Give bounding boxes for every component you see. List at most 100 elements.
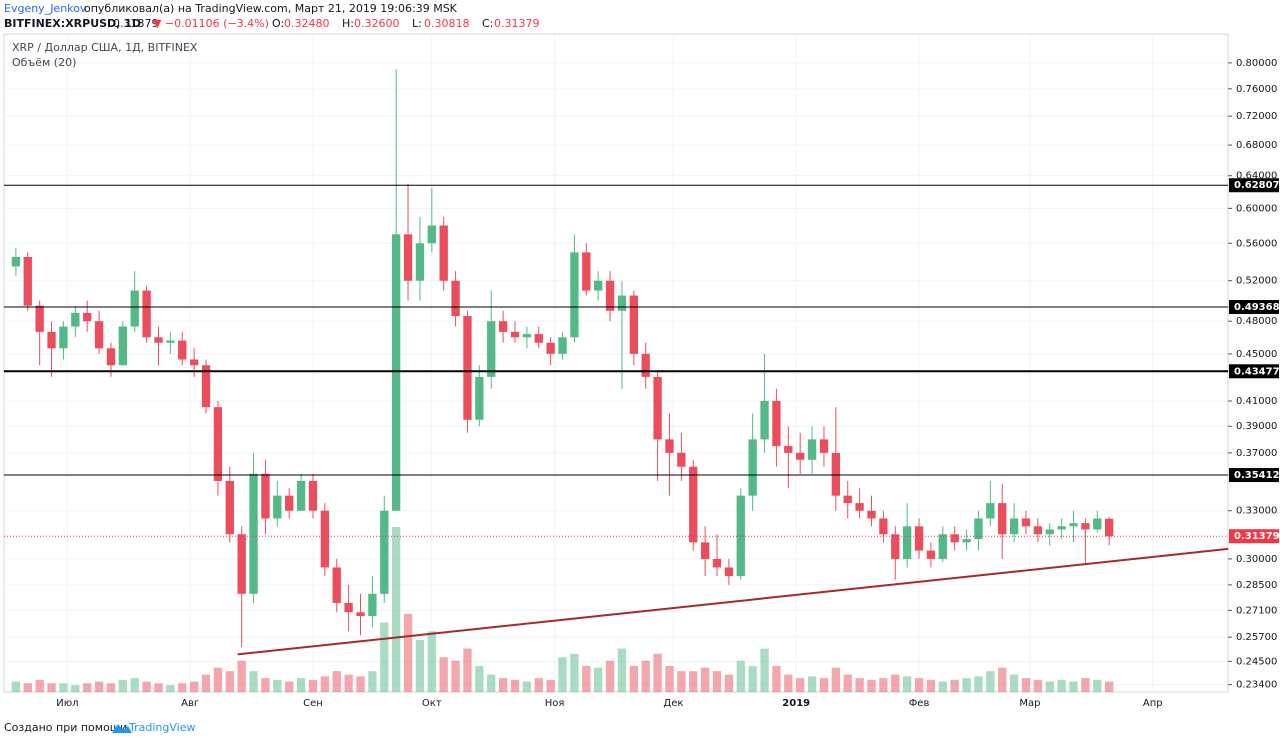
candle-body — [641, 353, 650, 377]
candle-body — [1057, 526, 1066, 530]
volume-bar — [415, 639, 425, 692]
candle-body — [605, 280, 615, 311]
candle-body — [130, 290, 139, 327]
y-tick-label: 0.64000 — [1236, 171, 1277, 182]
candle-body — [986, 503, 995, 519]
volume-bar — [522, 681, 532, 692]
candle-body — [1105, 518, 1114, 537]
candle-body — [332, 567, 341, 603]
y-tick-label: 0.37000 — [1236, 448, 1277, 459]
level-label-box — [1229, 364, 1279, 379]
volume-bar — [641, 660, 650, 692]
ohlc-value: 0.31379 — [494, 17, 540, 30]
y-tick-label: 0.56000 — [1236, 238, 1277, 249]
candle-body — [142, 290, 151, 338]
volume-bar — [605, 660, 615, 692]
candle-body — [391, 234, 401, 511]
level-label-box — [1229, 178, 1279, 193]
candle-body — [807, 439, 817, 460]
volume-bar — [142, 681, 151, 692]
x-tick-label: Ноя — [545, 698, 565, 709]
volume-bar — [807, 676, 817, 692]
volume-bar — [178, 683, 187, 692]
candle-body — [950, 534, 959, 543]
volume-bar — [891, 674, 900, 692]
candle-body — [451, 280, 460, 316]
volume-bar — [189, 681, 199, 692]
candle-body — [724, 567, 734, 577]
candle-body — [689, 466, 698, 543]
y-tick-label: 0.39000 — [1236, 421, 1277, 432]
candle-body — [237, 534, 246, 594]
author[interactable]: Evgeny_Jenkov — [4, 2, 87, 15]
candle-body — [380, 510, 389, 594]
volume-bar — [653, 653, 662, 692]
ohlc-key: H: — [342, 17, 354, 30]
candle-body — [1045, 529, 1054, 535]
candle-body — [796, 452, 805, 460]
volume-bar — [534, 678, 543, 692]
candle-body — [570, 252, 579, 338]
volume-bar — [498, 678, 508, 692]
candle-body — [914, 526, 924, 551]
volume-bar — [23, 683, 32, 692]
volume-bar — [617, 648, 627, 692]
candle-body — [665, 439, 674, 453]
volume-bar — [1057, 679, 1066, 692]
candle-body — [879, 518, 888, 535]
volume-bar — [902, 676, 912, 692]
volume-bar — [261, 678, 270, 692]
volume-bar — [772, 665, 781, 692]
volume-bar — [1033, 679, 1043, 692]
candle-body — [843, 495, 852, 504]
volume-bar — [47, 683, 56, 692]
volume-bar — [700, 667, 710, 692]
volume-bar — [11, 681, 21, 692]
y-tick-label: 0.23400 — [1236, 680, 1277, 691]
price: 0.31379 — [113, 17, 159, 30]
volume-bar — [320, 676, 330, 692]
candle-body — [522, 334, 532, 338]
y-tick-label: 0.41000 — [1236, 396, 1277, 407]
candle-body — [59, 326, 68, 349]
candle-body — [653, 376, 662, 440]
candle-body — [463, 315, 472, 420]
candle-body — [546, 342, 555, 354]
volume-bar — [677, 671, 686, 692]
candle-body — [1021, 518, 1031, 527]
candle-body — [189, 359, 199, 366]
candle-body — [629, 295, 638, 354]
x-tick-label: Авг — [181, 698, 199, 709]
candle-body — [23, 256, 32, 306]
y-tick-label: 0.28500 — [1236, 580, 1277, 591]
volume-bar — [1009, 674, 1019, 692]
volume-bar — [94, 681, 104, 692]
candle-body — [344, 602, 353, 613]
candle-body — [273, 495, 282, 519]
x-tick-label: Сен — [303, 698, 323, 709]
candle-body — [1069, 523, 1078, 527]
candle-body — [154, 337, 163, 343]
volume-bar — [403, 613, 413, 692]
candle-body — [938, 534, 947, 559]
volume-bar — [760, 648, 769, 692]
candle-body — [712, 558, 722, 568]
volume-bar — [1069, 681, 1078, 692]
candle-body — [926, 550, 936, 559]
volume-bar — [368, 671, 377, 692]
volume-bar — [225, 671, 234, 692]
x-tick-label: Мар — [1019, 698, 1040, 709]
candle-body — [700, 542, 710, 559]
ohlc-key: C: — [482, 17, 493, 30]
volume-bar — [427, 631, 436, 692]
footer-brand[interactable]: TradingView — [128, 721, 195, 734]
volume-bar — [986, 671, 995, 692]
level-label-box — [1229, 468, 1279, 483]
volume-bar — [463, 648, 472, 692]
candle-body — [427, 225, 436, 244]
candle-body — [677, 452, 686, 467]
candle-body — [213, 407, 223, 481]
volume-bar — [285, 681, 294, 692]
level-label: 0.62807 — [1234, 180, 1280, 191]
